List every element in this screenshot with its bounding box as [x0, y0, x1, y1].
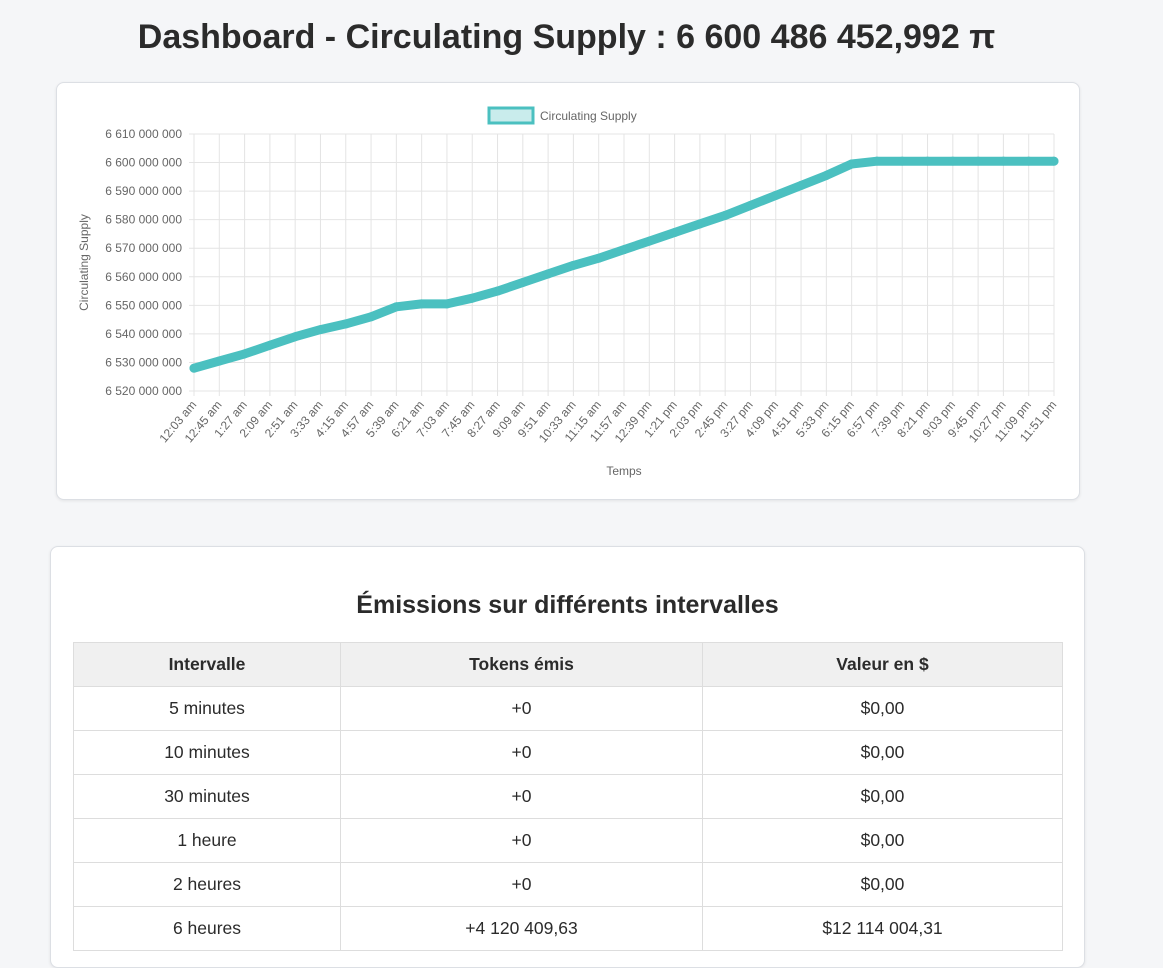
- legend-swatch: [487, 106, 535, 125]
- data-point: [872, 156, 882, 166]
- cell-tokens: +0: [340, 730, 703, 775]
- table-row: 1 heure +0 $0,00: [73, 818, 1063, 863]
- y-tick-label: 6 530 000 000: [105, 355, 182, 369]
- data-point: [568, 260, 578, 270]
- cell-tokens: +0: [340, 774, 703, 819]
- y-tick-label: 6 600 000 000: [105, 156, 182, 170]
- cell-tokens: +0: [340, 686, 703, 731]
- emissions-title: Émissions sur différents intervalles: [356, 591, 779, 619]
- cell-value: $0,00: [702, 686, 1063, 731]
- data-point: [543, 269, 553, 279]
- y-tick-label: 6 590 000 000: [105, 184, 182, 198]
- emissions-table: Intervalle Tokens émis Valeur en $ 5 min…: [73, 642, 1063, 951]
- cell-value: $12 114 004,31: [702, 906, 1063, 951]
- data-point: [467, 293, 477, 303]
- cell-value: $0,00: [702, 862, 1063, 907]
- chart-card: 6 520 000 000 6 530 000 000 6 540 000 000 6…: [56, 82, 1080, 500]
- data-point: [265, 340, 275, 350]
- data-point: [1049, 156, 1059, 166]
- data-point: [391, 302, 401, 312]
- cell-interval: 6 heures: [73, 906, 341, 951]
- data-point: [670, 228, 680, 238]
- data-point: [341, 319, 351, 329]
- cell-interval: 1 heure: [73, 818, 341, 863]
- data-point: [745, 200, 755, 210]
- y-tick-label: 6 610 000 000: [105, 127, 182, 141]
- supply-chart: 6 520 000 000 6 530 000 000 6 540 000 000 6…: [77, 106, 1059, 478]
- table-header-row: Intervalle Tokens émis Valeur en $: [73, 642, 1063, 687]
- y-tick-label: 6 560 000 000: [105, 270, 182, 284]
- cell-value: $0,00: [702, 818, 1063, 863]
- cell-tokens: +4 120 409,63: [340, 906, 703, 951]
- table-row: 30 minutes +0 $0,00: [73, 774, 1063, 819]
- cell-interval: 30 minutes: [73, 774, 341, 819]
- cell-value: $0,00: [702, 774, 1063, 819]
- cell-value: $0,00: [702, 730, 1063, 775]
- y-tick-label: 6 520 000 000: [105, 384, 182, 398]
- cell-interval: 5 minutes: [73, 686, 341, 731]
- data-point: [847, 159, 857, 169]
- data-point: [973, 156, 983, 166]
- data-point: [290, 332, 300, 342]
- data-point: [771, 190, 781, 200]
- cell-tokens: +0: [340, 818, 703, 863]
- data-point: [518, 277, 528, 287]
- data-point: [417, 299, 427, 309]
- y-tick-label: 6 580 000 000: [105, 213, 182, 227]
- header-value: Valeur en $: [702, 642, 1063, 687]
- cell-interval: 2 heures: [73, 862, 341, 907]
- y-tick-label: 6 570 000 000: [105, 241, 182, 255]
- emissions-card: Émissions sur différents intervalles Int…: [50, 546, 1085, 968]
- table-row: 5 minutes +0 $0,00: [73, 686, 1063, 731]
- table-row: 6 heures +4 120 409,63 $12 114 004,31: [73, 906, 1063, 951]
- y-tick-label: 6 550 000 000: [105, 298, 182, 312]
- data-point: [442, 299, 452, 309]
- header-tokens: Tokens émis: [340, 642, 703, 687]
- x-axis-title: Temps: [606, 464, 641, 478]
- data-point: [948, 156, 958, 166]
- data-point: [695, 219, 705, 229]
- data-point: [796, 180, 806, 190]
- data-point: [720, 210, 730, 220]
- data-point: [240, 349, 250, 359]
- page-title: Dashboard - Circulating Supply : 6 600 4…: [137, 18, 996, 56]
- y-tick-label: 6 540 000 000: [105, 327, 182, 341]
- data-point: [493, 286, 503, 296]
- data-point: [821, 170, 831, 180]
- data-point: [923, 156, 933, 166]
- data-point: [366, 312, 376, 322]
- data-point: [1024, 156, 1034, 166]
- cell-tokens: +0: [340, 862, 703, 907]
- data-point: [998, 156, 1008, 166]
- y-axis-title: Circulating Supply: [77, 214, 91, 311]
- legend-label: Circulating Supply: [540, 109, 637, 123]
- data-point: [189, 363, 199, 373]
- data-point: [594, 253, 604, 263]
- header-interval: Intervalle: [73, 642, 341, 687]
- data-point: [214, 356, 224, 366]
- data-point: [897, 156, 907, 166]
- data-point: [644, 236, 654, 246]
- data-point: [619, 245, 629, 255]
- table-row: 10 minutes +0 $0,00: [73, 730, 1063, 775]
- cell-interval: 10 minutes: [73, 730, 341, 775]
- data-point: [315, 325, 325, 335]
- table-row: 2 heures +0 $0,00: [73, 862, 1063, 907]
